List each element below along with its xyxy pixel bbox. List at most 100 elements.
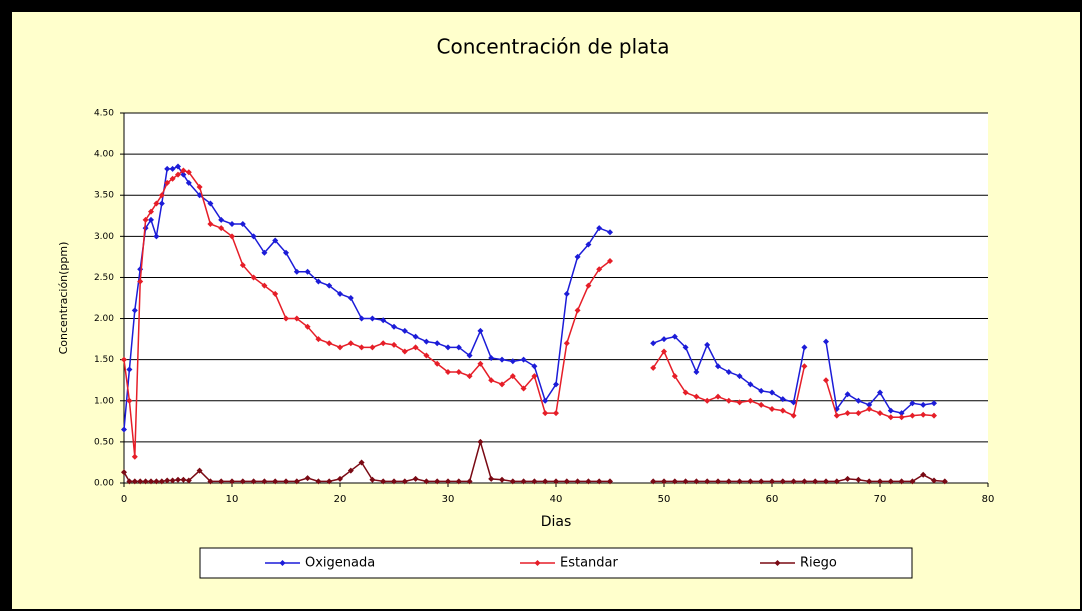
x-tick-label: 30 (442, 494, 455, 505)
marker (272, 237, 279, 244)
marker (844, 391, 851, 398)
marker (877, 410, 883, 417)
marker (158, 200, 165, 207)
marker (596, 478, 603, 485)
legend-marker (774, 560, 781, 566)
marker (164, 165, 171, 172)
marker (283, 315, 289, 322)
marker (142, 216, 149, 223)
marker (229, 221, 235, 227)
marker (499, 356, 505, 363)
marker (304, 323, 311, 330)
marker (715, 363, 721, 370)
marker (169, 175, 176, 182)
marker (239, 221, 246, 227)
marker (207, 200, 214, 207)
marker (315, 478, 322, 485)
marker (693, 393, 700, 400)
marker (401, 327, 408, 334)
x-tick-label: 80 (982, 494, 995, 505)
legend-label: Riego (800, 556, 837, 571)
marker (715, 478, 721, 485)
marker (466, 352, 473, 359)
marker (607, 258, 613, 264)
marker (542, 397, 549, 404)
marker (736, 399, 743, 406)
marker (499, 381, 505, 388)
marker (553, 410, 559, 417)
marker (218, 216, 225, 223)
marker (272, 478, 279, 485)
marker (158, 192, 165, 199)
marker (445, 344, 451, 351)
marker (574, 307, 581, 314)
marker (509, 358, 516, 365)
marker (520, 356, 527, 363)
marker (293, 268, 300, 275)
marker (909, 412, 916, 419)
marker (185, 169, 192, 176)
marker (358, 344, 365, 351)
marker (920, 411, 927, 418)
marker (455, 344, 462, 351)
legend-marker (534, 560, 541, 566)
marker (347, 295, 354, 301)
marker (866, 478, 873, 485)
marker (877, 478, 883, 485)
marker (477, 438, 484, 445)
marker (499, 476, 505, 483)
marker (423, 478, 430, 485)
marker (596, 225, 603, 232)
marker (477, 360, 484, 367)
marker (909, 400, 916, 407)
marker (423, 338, 430, 345)
marker (488, 355, 495, 362)
marker (412, 344, 419, 351)
marker (250, 274, 257, 281)
y-tick-label: 2.00 (94, 314, 114, 324)
marker (137, 278, 144, 285)
y-tick-label: 0.00 (94, 479, 114, 489)
marker (855, 397, 862, 404)
marker (715, 393, 721, 400)
marker (434, 340, 441, 347)
marker (239, 262, 246, 269)
marker (196, 184, 203, 190)
marker (931, 477, 937, 484)
marker (380, 478, 387, 485)
marker (164, 179, 171, 186)
marker (185, 477, 192, 484)
marker (542, 478, 549, 485)
marker (736, 478, 743, 485)
marker (855, 476, 862, 483)
marker (326, 340, 333, 347)
marker (337, 290, 343, 297)
marker (391, 323, 397, 330)
marker (121, 356, 127, 363)
marker (931, 400, 937, 407)
marker (898, 410, 905, 417)
marker (261, 478, 268, 485)
marker (369, 344, 376, 351)
marker (121, 426, 127, 433)
marker (153, 478, 160, 485)
marker (790, 399, 797, 406)
marker (207, 221, 214, 227)
marker (671, 478, 678, 485)
marker (315, 278, 322, 285)
marker (218, 478, 225, 485)
marker (445, 369, 451, 375)
marker (693, 478, 700, 485)
marker (401, 348, 408, 355)
marker (769, 389, 775, 396)
marker (180, 167, 187, 174)
marker (175, 163, 181, 170)
marker (747, 397, 754, 404)
marker (488, 377, 495, 384)
marker (758, 387, 765, 394)
marker (596, 266, 603, 273)
marker (434, 360, 441, 367)
marker (844, 410, 851, 417)
marker (520, 385, 527, 392)
marker (164, 477, 171, 484)
